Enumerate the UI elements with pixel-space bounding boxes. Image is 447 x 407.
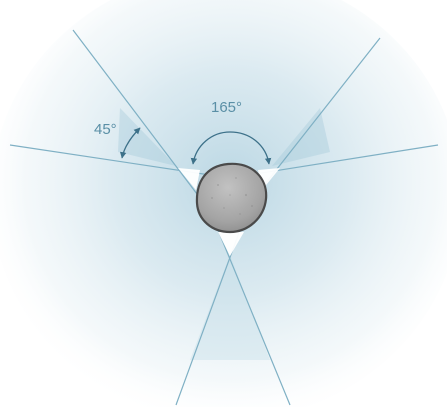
sector-shade-bottom xyxy=(190,255,270,360)
sector-shade-right xyxy=(272,108,330,166)
ray-lower-right xyxy=(217,229,291,406)
angle-arc-165 xyxy=(190,131,272,165)
gap-wedge-bottom xyxy=(218,232,244,256)
angle-label-165: 165° xyxy=(211,99,242,116)
stone-icon xyxy=(195,162,268,234)
angle-label-45: 45° xyxy=(94,121,117,138)
ray-upper-right xyxy=(261,37,381,189)
ray-upper-left xyxy=(72,29,198,195)
gap-wedge-left xyxy=(178,168,200,190)
stone-texture xyxy=(211,177,253,215)
ray-lower-left xyxy=(175,229,241,406)
angle-arc-45 xyxy=(119,127,141,159)
